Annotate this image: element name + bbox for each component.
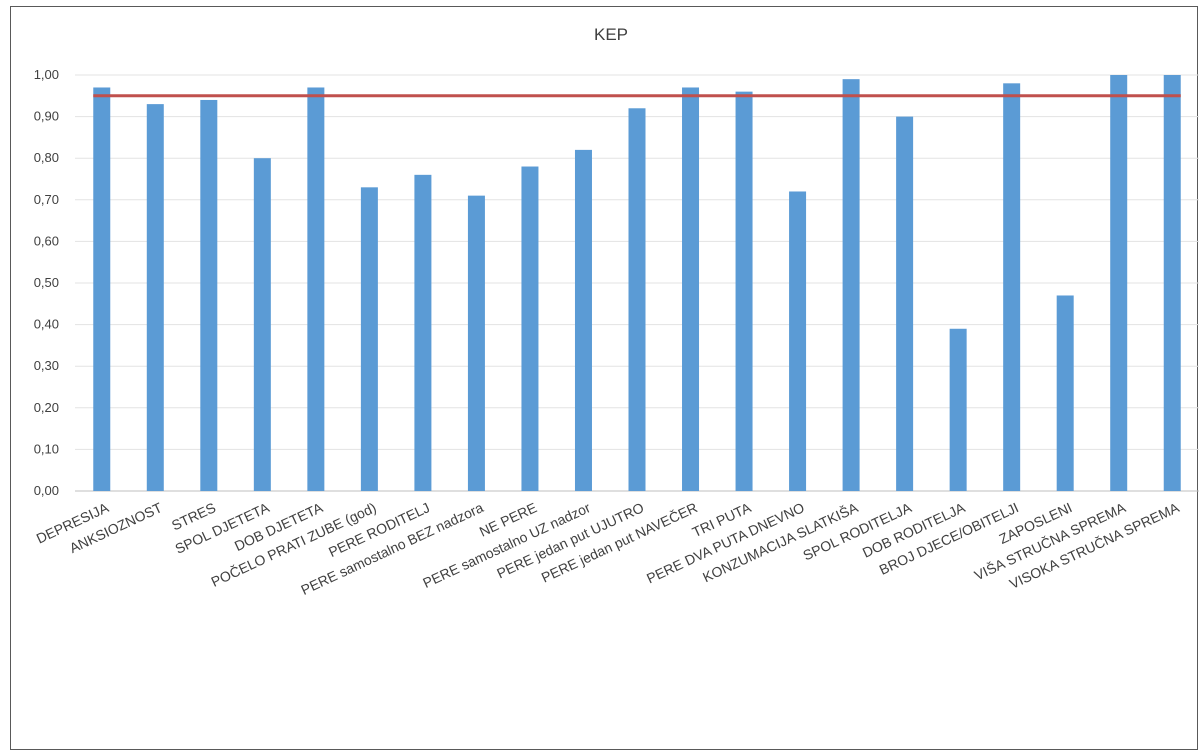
y-tick-label: 0,90 <box>34 109 59 124</box>
y-tick-label: 0,60 <box>34 233 59 248</box>
bar <box>896 116 914 491</box>
bar <box>574 149 592 491</box>
bar <box>789 191 807 492</box>
y-tick-label: 0,20 <box>34 400 59 415</box>
y-tick-label: 0,30 <box>34 358 59 373</box>
bar <box>1163 75 1181 491</box>
bar <box>628 108 646 491</box>
bar <box>146 104 164 492</box>
bar <box>467 195 485 491</box>
bar <box>1003 83 1021 491</box>
y-tick-label: 0,80 <box>34 150 59 165</box>
bar <box>93 87 111 491</box>
chart-area: KEP 0,00 0,10 0,20 0,30 0,40 0,50 0,60 0,70 0,80… <box>10 6 1199 750</box>
bar <box>414 174 432 491</box>
y-tick-label: 1,00 <box>34 67 59 82</box>
bar <box>1056 295 1074 491</box>
y-tick-label: 0,10 <box>34 441 59 456</box>
y-tick-label: 0,50 <box>34 275 59 290</box>
chart-title: KEP <box>594 25 628 44</box>
bar <box>200 99 218 492</box>
bar <box>842 79 860 491</box>
y-tick-label: 0,70 <box>34 192 59 207</box>
bar <box>735 91 753 491</box>
bar <box>253 158 271 491</box>
bar <box>307 87 325 491</box>
bar <box>682 87 700 491</box>
bar <box>949 328 967 491</box>
bar-chart: KEP 0,00 0,10 0,20 0,30 0,40 0,50 0,60 0,70 0,80… <box>34 25 1199 598</box>
bar <box>360 187 378 491</box>
bar <box>1110 75 1128 491</box>
y-tick-label: 0,40 <box>34 317 59 332</box>
bar <box>521 166 539 491</box>
x-tick-label: ANKSIOZNOST <box>67 499 165 556</box>
y-tick-label: 0,00 <box>34 483 59 498</box>
